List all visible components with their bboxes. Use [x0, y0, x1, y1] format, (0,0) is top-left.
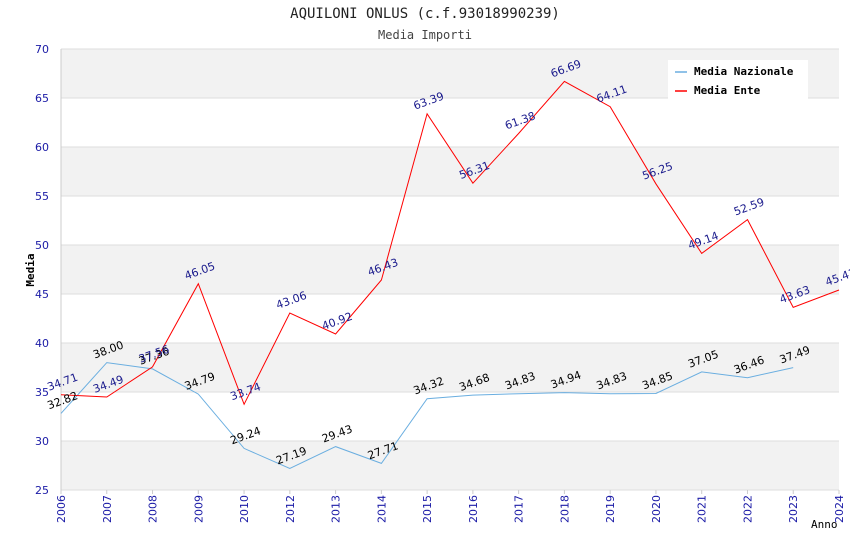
y-tick-label: 55 — [35, 190, 49, 203]
x-tick-label: 2017 — [513, 495, 526, 523]
grid-band — [61, 245, 839, 294]
x-tick-label: 2014 — [375, 495, 388, 523]
x-tick-label: 2021 — [696, 495, 709, 523]
grid-band — [61, 343, 839, 392]
x-tick-label: 2007 — [101, 495, 114, 523]
grid-band — [61, 147, 839, 196]
series-line-media-ente — [60, 80, 840, 406]
x-tick-label: 2012 — [284, 495, 297, 523]
series-lines — [60, 80, 840, 470]
data-label: 52.59 — [732, 195, 766, 218]
x-tick-label: 2013 — [330, 495, 343, 523]
x-tick-label: 2008 — [147, 495, 160, 523]
y-tick-label: 25 — [35, 484, 49, 497]
y-tick-label: 30 — [35, 435, 49, 448]
x-tick-label: 2015 — [421, 495, 434, 523]
data-label: 40.92 — [320, 310, 354, 333]
y-axis: 25 30 35 40 45 50 55 60 65 70 — [35, 43, 49, 497]
y-axis-title: Media — [24, 253, 37, 286]
legend: Media Nazionale Media Ente — [668, 60, 808, 102]
chart-subtitle: Media Importi — [378, 28, 472, 42]
grid-bands — [60, 48, 839, 491]
legend-label-media-ente: Media Ente — [694, 84, 761, 97]
y-tick-label: 65 — [35, 92, 49, 105]
x-tick-label: 2023 — [787, 495, 800, 523]
x-tick-label: 2009 — [192, 495, 205, 523]
legend-label-media-nazionale: Media Nazionale — [694, 65, 794, 78]
grid-band — [61, 441, 839, 490]
series-line-media-nazionale — [60, 362, 794, 470]
x-tick-label: 2010 — [238, 495, 251, 523]
x-tick-label: 2024 — [833, 495, 846, 523]
x-tick-label: 2020 — [650, 495, 663, 523]
x-axis-title: Anno — [811, 518, 838, 531]
chart-title: AQUILONI ONLUS (c.f.93018990239) — [290, 6, 560, 22]
x-tick-label: 2006 — [55, 495, 68, 523]
y-tick-label: 35 — [35, 386, 49, 399]
y-tick-label: 45 — [35, 288, 49, 301]
data-label: 61.38 — [503, 109, 537, 132]
x-tick-label: 2016 — [467, 495, 480, 523]
y-tick-label: 70 — [35, 43, 49, 56]
x-tick-label: 2019 — [604, 495, 617, 523]
y-tick-label: 40 — [35, 337, 49, 350]
y-tick-label: 50 — [35, 239, 49, 252]
legend-background — [668, 60, 808, 102]
x-axis: 2006 2007 2008 2009 2010 2012 2013 2014 2015 2016… — [55, 490, 846, 523]
x-tick-label: 2018 — [558, 495, 571, 523]
x-tick-label: 2022 — [741, 495, 754, 523]
y-tick-label: 60 — [35, 141, 49, 154]
